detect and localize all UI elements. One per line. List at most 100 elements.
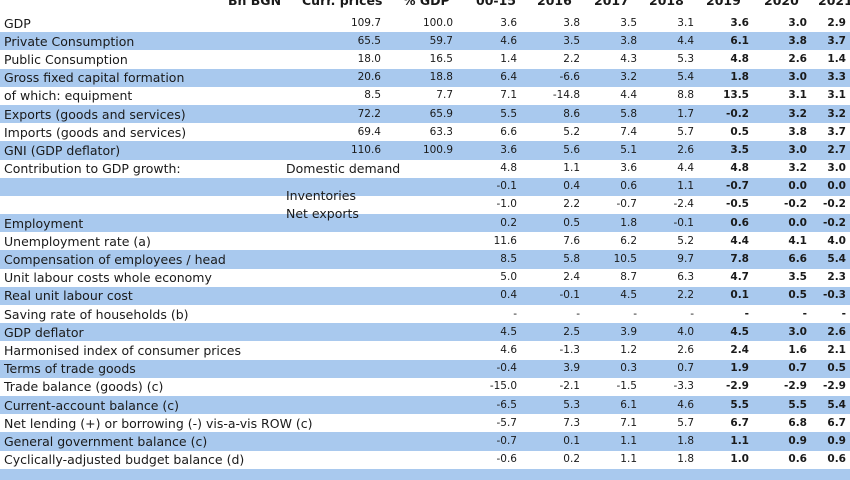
- value-cell: 1.4: [827, 52, 846, 65]
- value-cell: -0.1: [521, 286, 584, 305]
- value-cell: 0.0: [811, 177, 850, 196]
- value-cell: 7.6: [563, 234, 580, 247]
- row-label: Imports (goods and services): [4, 124, 187, 140]
- value-cell: 3.8: [788, 125, 807, 138]
- row-label-cell: Public Consumption: [0, 50, 285, 68]
- table-row: Imports (goods and services) 69.4 63.3 6.6 5…: [0, 123, 850, 141]
- table-row: Trade balance (goods) (c) -15.0 -2.1 -1.5 -3…: [0, 378, 850, 396]
- value-cell: -: [802, 307, 807, 320]
- value-cell: -0.5: [726, 198, 749, 211]
- value-cell: 3.8: [753, 32, 811, 51]
- value-cell: 16.5: [429, 52, 453, 65]
- value-cell: 1.7: [641, 104, 698, 124]
- table-row: Unit labour costs whole economy 5.0 2.4 8.7…: [0, 269, 850, 287]
- row-label: GNI (GDP deflator): [4, 142, 121, 158]
- value-cell: [641, 468, 698, 480]
- table-row: Contribution to GDP growth: Domestic dema…: [0, 160, 850, 178]
- value-cell: 4.0: [641, 323, 698, 342]
- value-cell: 1.1: [620, 453, 637, 466]
- value-cell: 5.4: [811, 250, 850, 269]
- value-cell: [457, 468, 521, 480]
- table-row: GDP 109.7 100.0 3.6 3.8 3.5 3.1 3.6 3.0 2.9: [0, 14, 850, 32]
- value-cell: -0.2: [698, 104, 753, 124]
- value-cell: 0.5: [730, 125, 749, 138]
- value-cell: 3.8: [584, 32, 641, 51]
- value-cell: [285, 432, 385, 451]
- value-cell: 0.0: [753, 214, 811, 233]
- value-cell: 0.5: [753, 286, 811, 305]
- value-cell: 18.0: [357, 52, 381, 65]
- value-cell: -3.3: [673, 380, 695, 393]
- value-cell: [521, 468, 584, 480]
- row-label-cell: Cyclically-adjusted budget balance (d): [0, 451, 285, 469]
- row-label-cell: Net exports: [0, 196, 359, 221]
- value-cell: 4.6: [641, 395, 698, 415]
- value-cell: 6.1: [584, 395, 641, 415]
- value-cell: 20.6: [285, 68, 385, 87]
- table-header: Bn BGN Curr. prices % GDP 00-15 2016 201…: [0, 0, 850, 11]
- value-cell: -: [513, 307, 517, 320]
- value-cell: 4.1: [788, 234, 807, 247]
- row-label-cell: of which: equipment: [0, 87, 285, 105]
- value-cell: -0.6: [496, 453, 518, 466]
- value-cell: 8.5: [457, 250, 521, 269]
- value-cell: 3.7: [827, 125, 846, 138]
- value-cell: 0.4: [521, 177, 584, 196]
- value-cell: 3.1: [827, 89, 846, 102]
- row-label: Unit labour costs whole economy: [4, 270, 212, 286]
- table-row: Terms of trade goods -0.4 3.9 0.3 0.7 1.9 0.7 0…: [0, 359, 850, 378]
- row-label-cell: General government balance (c): [0, 432, 285, 451]
- value-cell: 11.6: [493, 234, 517, 247]
- row-label: GDP: [4, 15, 31, 31]
- value-cell: 1.8: [677, 453, 694, 466]
- row-sublabel: Domestic demand: [286, 161, 401, 177]
- value-cell: 6.1: [698, 32, 753, 51]
- row-label-cell: [0, 468, 285, 480]
- value-cell: 8.6: [521, 104, 584, 124]
- value-cell: [385, 323, 457, 342]
- table-row: GDP deflator 4.5 2.5 3.9 4.0 4.5 3.0 2.6: [0, 323, 850, 342]
- row-label: Trade balance (goods) (c): [4, 379, 164, 395]
- value-cell: 2.2: [563, 52, 580, 65]
- value-cell: [584, 468, 641, 480]
- row-label: Harmonised index of consumer prices: [4, 342, 241, 358]
- value-cell: 2.2: [641, 286, 698, 305]
- value-cell: -5.7: [496, 416, 518, 429]
- value-cell: 1.0: [730, 453, 749, 466]
- value-cell: 3.1: [677, 16, 694, 29]
- value-cell: 0.9: [753, 432, 811, 451]
- value-cell: [385, 269, 457, 287]
- value-cell: 1.8: [641, 432, 698, 451]
- value-cell: [385, 177, 457, 196]
- value-cell: 1.8: [584, 214, 641, 233]
- header-2019: 2019: [706, 0, 741, 8]
- value-cell: 13.5: [723, 89, 749, 102]
- row-label-cell: Exports (goods and services): [0, 104, 285, 124]
- value-cell: 1.6: [788, 343, 807, 356]
- table-row: Employment 0.2 0.5 1.8 -0.1 0.6 0.0 -0.2: [0, 214, 850, 233]
- value-cell: 4.5: [584, 286, 641, 305]
- row-label-cell: GNI (GDP deflator): [0, 141, 285, 160]
- value-cell: 0.4: [457, 286, 521, 305]
- header-2018: 2018: [649, 0, 684, 8]
- value-cell: [285, 305, 385, 323]
- row-label: Net lending (+) or borrowing (-) vis-a-v…: [4, 415, 313, 431]
- value-cell: 5.2: [677, 234, 694, 247]
- value-cell: [385, 196, 457, 214]
- value-cell: 0.7: [753, 359, 811, 378]
- value-cell: 6.6: [753, 250, 811, 269]
- value-cell: -2.4: [673, 198, 695, 211]
- value-cell: 1.9: [698, 359, 753, 378]
- value-cell: 110.6: [285, 141, 385, 160]
- value-cell: -1.5: [616, 380, 638, 393]
- value-cell: [385, 395, 457, 415]
- row-label: Private Consumption: [4, 33, 135, 49]
- value-cell: 6.7: [730, 416, 749, 429]
- value-cell: 100.0: [422, 16, 453, 29]
- value-cell: 0.2: [457, 214, 521, 233]
- row-label: Saving rate of households (b): [4, 306, 189, 322]
- value-cell: [285, 250, 385, 269]
- value-cell: 5.5: [753, 395, 811, 415]
- row-label-cell: Unit labour costs whole economy: [0, 269, 285, 287]
- value-cell: 3.3: [811, 68, 850, 87]
